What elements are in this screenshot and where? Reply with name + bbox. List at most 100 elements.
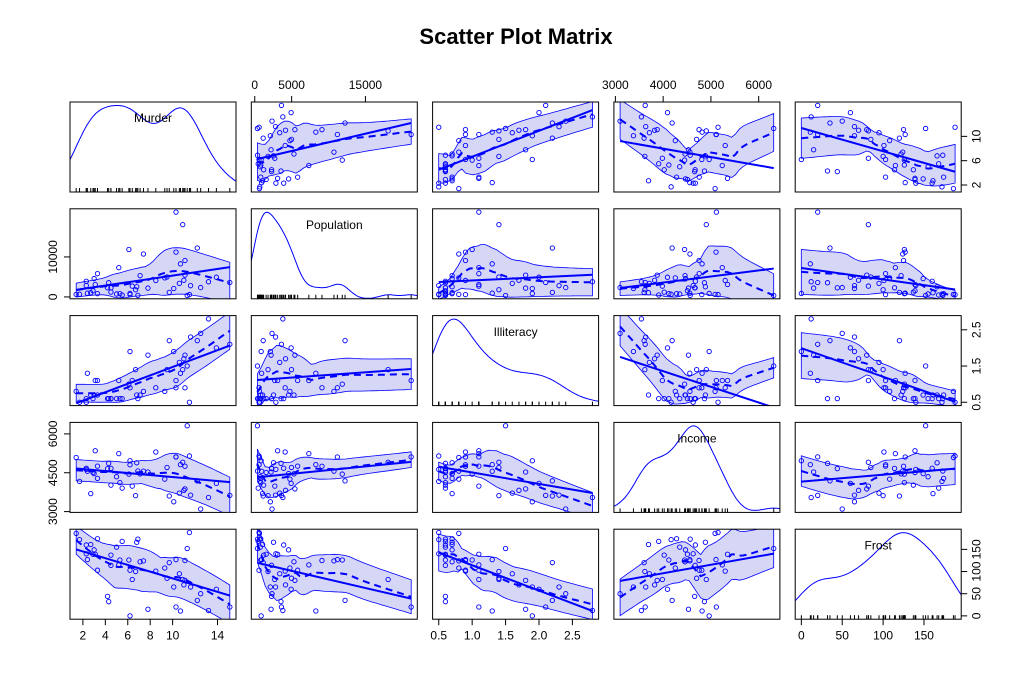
point: [692, 542, 699, 548]
y-tick-label: 50: [969, 587, 983, 601]
point: [715, 529, 721, 536]
smooth-line: [256, 370, 412, 393]
y-tick-label: 0: [46, 293, 60, 300]
point: [140, 251, 147, 257]
point: [462, 131, 469, 138]
point: [810, 147, 817, 153]
point: [864, 352, 870, 358]
point: [256, 454, 263, 461]
point: [116, 377, 122, 384]
x-tick-label: 2.5: [564, 628, 581, 642]
y-tick-label: 4500: [46, 459, 60, 486]
point: [285, 392, 292, 398]
point: [642, 604, 648, 610]
point: [269, 591, 275, 597]
point: [186, 291, 193, 298]
point: [808, 316, 814, 322]
point: [865, 283, 872, 289]
point: [285, 547, 292, 553]
point: [808, 114, 814, 120]
point: [925, 474, 931, 480]
panel: [613, 425, 780, 513]
point: [140, 558, 147, 564]
point: [258, 179, 265, 186]
panel: [254, 102, 414, 192]
point: [117, 479, 123, 486]
point: [476, 281, 482, 288]
panel: [436, 209, 596, 299]
point: [456, 137, 462, 144]
point: [690, 180, 696, 186]
smooth-line: [76, 469, 231, 498]
point: [892, 451, 899, 457]
point: [496, 221, 502, 228]
point: [258, 613, 264, 619]
point: [476, 131, 482, 138]
panel-frame: [69, 421, 237, 513]
point: [436, 180, 442, 186]
point: [198, 330, 204, 337]
point: [543, 102, 549, 108]
point: [715, 291, 721, 298]
point: [280, 494, 286, 501]
point: [449, 541, 455, 548]
point: [257, 395, 263, 402]
point: [719, 162, 725, 169]
point: [509, 571, 515, 577]
point: [137, 392, 143, 398]
point: [282, 385, 288, 391]
point: [73, 388, 79, 395]
point: [929, 180, 935, 186]
point: [132, 492, 139, 499]
point: [646, 359, 653, 366]
point: [126, 246, 132, 253]
regression-line: [75, 344, 231, 405]
point: [839, 506, 845, 512]
point: [839, 118, 845, 124]
spread-band: [75, 315, 231, 403]
point: [549, 560, 556, 566]
point: [630, 348, 637, 355]
point: [693, 136, 700, 143]
point: [950, 454, 957, 461]
point: [173, 604, 179, 610]
point: [270, 460, 277, 466]
point: [108, 552, 114, 558]
point: [145, 352, 151, 358]
point: [886, 476, 893, 482]
point: [669, 120, 675, 126]
point: [654, 577, 660, 584]
point: [267, 348, 273, 355]
point: [134, 460, 140, 466]
point: [681, 557, 688, 563]
point: [294, 174, 301, 180]
y-tick-label: 3000: [46, 498, 60, 525]
point: [334, 131, 341, 138]
point: [476, 551, 482, 557]
point: [442, 599, 449, 605]
point: [442, 562, 449, 568]
x-tick-label: 4: [102, 628, 109, 642]
point: [291, 559, 297, 565]
point: [687, 395, 693, 402]
point: [699, 385, 705, 391]
point: [529, 285, 535, 292]
point: [496, 568, 502, 575]
panel: [254, 423, 414, 512]
panel: [798, 316, 958, 406]
point: [651, 582, 658, 588]
point: [922, 125, 929, 132]
point: [88, 490, 94, 497]
point: [913, 399, 919, 405]
point: [135, 292, 141, 299]
point: [94, 377, 101, 384]
point: [699, 261, 705, 267]
point: [847, 109, 854, 116]
point: [442, 152, 449, 158]
point: [106, 395, 112, 402]
point: [815, 341, 821, 347]
point: [851, 285, 858, 292]
point: [522, 285, 529, 291]
point: [278, 599, 284, 605]
point: [442, 538, 449, 545]
